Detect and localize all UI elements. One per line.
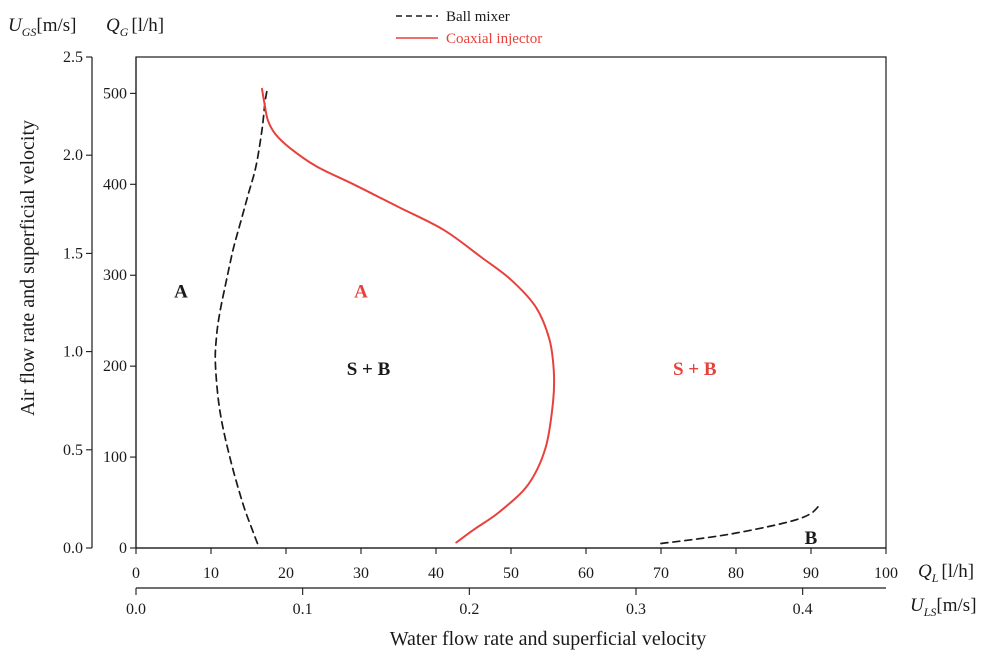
series-line-ball-mixer xyxy=(214,87,269,545)
y-primary-tick-label-200: 200 xyxy=(103,358,127,375)
x-primary-tick-label-10: 10 xyxy=(203,565,219,582)
x-secondary-tick-label-0-4: 0.4 xyxy=(793,601,813,618)
legend-label-coaxial-injector: Coaxial injector xyxy=(446,31,542,47)
y-primary-tick-label-0: 0 xyxy=(119,540,127,557)
y-primary-symbol: Q xyxy=(106,15,120,36)
y-secondary-tick-label-2-5: 2.5 xyxy=(63,49,83,66)
x-axis-title: Water flow rate and superficial velocity xyxy=(390,628,707,650)
y-secondary-unit-label: UGS[m/s] xyxy=(8,15,77,39)
x-secondary-unit: [m/s] xyxy=(936,595,976,616)
x-secondary-tick-label-0-2: 0.2 xyxy=(459,601,479,618)
y-secondary-tick-label-0-0: 0.0 xyxy=(63,540,83,557)
y-secondary-tick-label-0-5: 0.5 xyxy=(63,442,83,459)
plot-frame xyxy=(135,56,887,549)
series-line-ball-mixer-lower xyxy=(660,505,820,545)
x-secondary-unit-label: ULS[m/s] xyxy=(910,595,977,619)
y-secondary-tick-label-1-0: 1.0 xyxy=(63,344,83,361)
y-primary-tick-label-400: 400 xyxy=(103,176,127,193)
region-label-3: S + B xyxy=(673,359,717,380)
x-primary-tick-label-90: 90 xyxy=(803,565,819,582)
x-primary-tick-label-100: 100 xyxy=(874,565,898,582)
x-primary-tick-label-80: 80 xyxy=(728,565,744,582)
x-primary-tick-label-20: 20 xyxy=(278,565,294,582)
ticks-layer: 0 10 20 30 40 50 60 70 80 90 100 0.0 0.1 0.2 0.3 0.4 0 10… xyxy=(63,49,898,618)
x-primary-tick-label-60: 60 xyxy=(578,565,594,582)
x-primary-unit-label: QL [l/h] xyxy=(918,561,974,585)
annotation-layer: A A S + B S + B B xyxy=(174,282,818,549)
y-secondary-unit: [m/s] xyxy=(36,15,76,36)
x-secondary-symbol: U xyxy=(910,595,925,616)
legend: Ball mixer Coaxial injector xyxy=(396,9,542,47)
x-secondary-tick-label-0-0: 0.0 xyxy=(126,601,146,618)
y-axis-title: Air flow rate and superficial velocity xyxy=(17,120,39,416)
y-secondary-tick-label-2-0: 2.0 xyxy=(63,147,83,164)
series-layer xyxy=(214,87,820,545)
region-label-2: S + B xyxy=(347,359,391,380)
y-primary-unit: [l/h] xyxy=(131,15,164,36)
x-primary-tick-label-0: 0 xyxy=(132,565,140,582)
y-primary-tick-label-500: 500 xyxy=(103,85,127,102)
x-secondary-tick-label-0-3: 0.3 xyxy=(626,601,646,618)
legend-label-ball-mixer: Ball mixer xyxy=(446,9,510,25)
x-primary-unit: [l/h] xyxy=(941,561,974,582)
x-primary-tick-label-40: 40 xyxy=(428,565,444,582)
x-secondary-subscript: LS xyxy=(923,605,937,619)
y-primary-unit-label: QG [l/h] xyxy=(106,15,164,39)
series-line-coaxial-injector xyxy=(261,87,556,544)
x-primary-subscript: L xyxy=(931,571,939,585)
y-primary-tick-label-100: 100 xyxy=(103,449,127,466)
x-primary-symbol: Q xyxy=(918,561,932,582)
y-secondary-tick-label-1-5: 1.5 xyxy=(63,245,83,262)
region-label-1: A xyxy=(354,282,368,303)
region-label-4: B xyxy=(805,528,818,549)
x-primary-tick-label-70: 70 xyxy=(653,565,669,582)
y-primary-tick-label-300: 300 xyxy=(103,267,127,284)
y-primary-subscript: G xyxy=(120,25,129,39)
x-primary-tick-label-50: 50 xyxy=(503,565,519,582)
x-secondary-tick-label-0-1: 0.1 xyxy=(293,601,313,618)
y-secondary-subscript: GS xyxy=(22,25,37,39)
y-secondary-symbol: U xyxy=(8,15,23,36)
x-primary-tick-label-30: 30 xyxy=(353,565,369,582)
region-label-0: A xyxy=(174,282,188,303)
